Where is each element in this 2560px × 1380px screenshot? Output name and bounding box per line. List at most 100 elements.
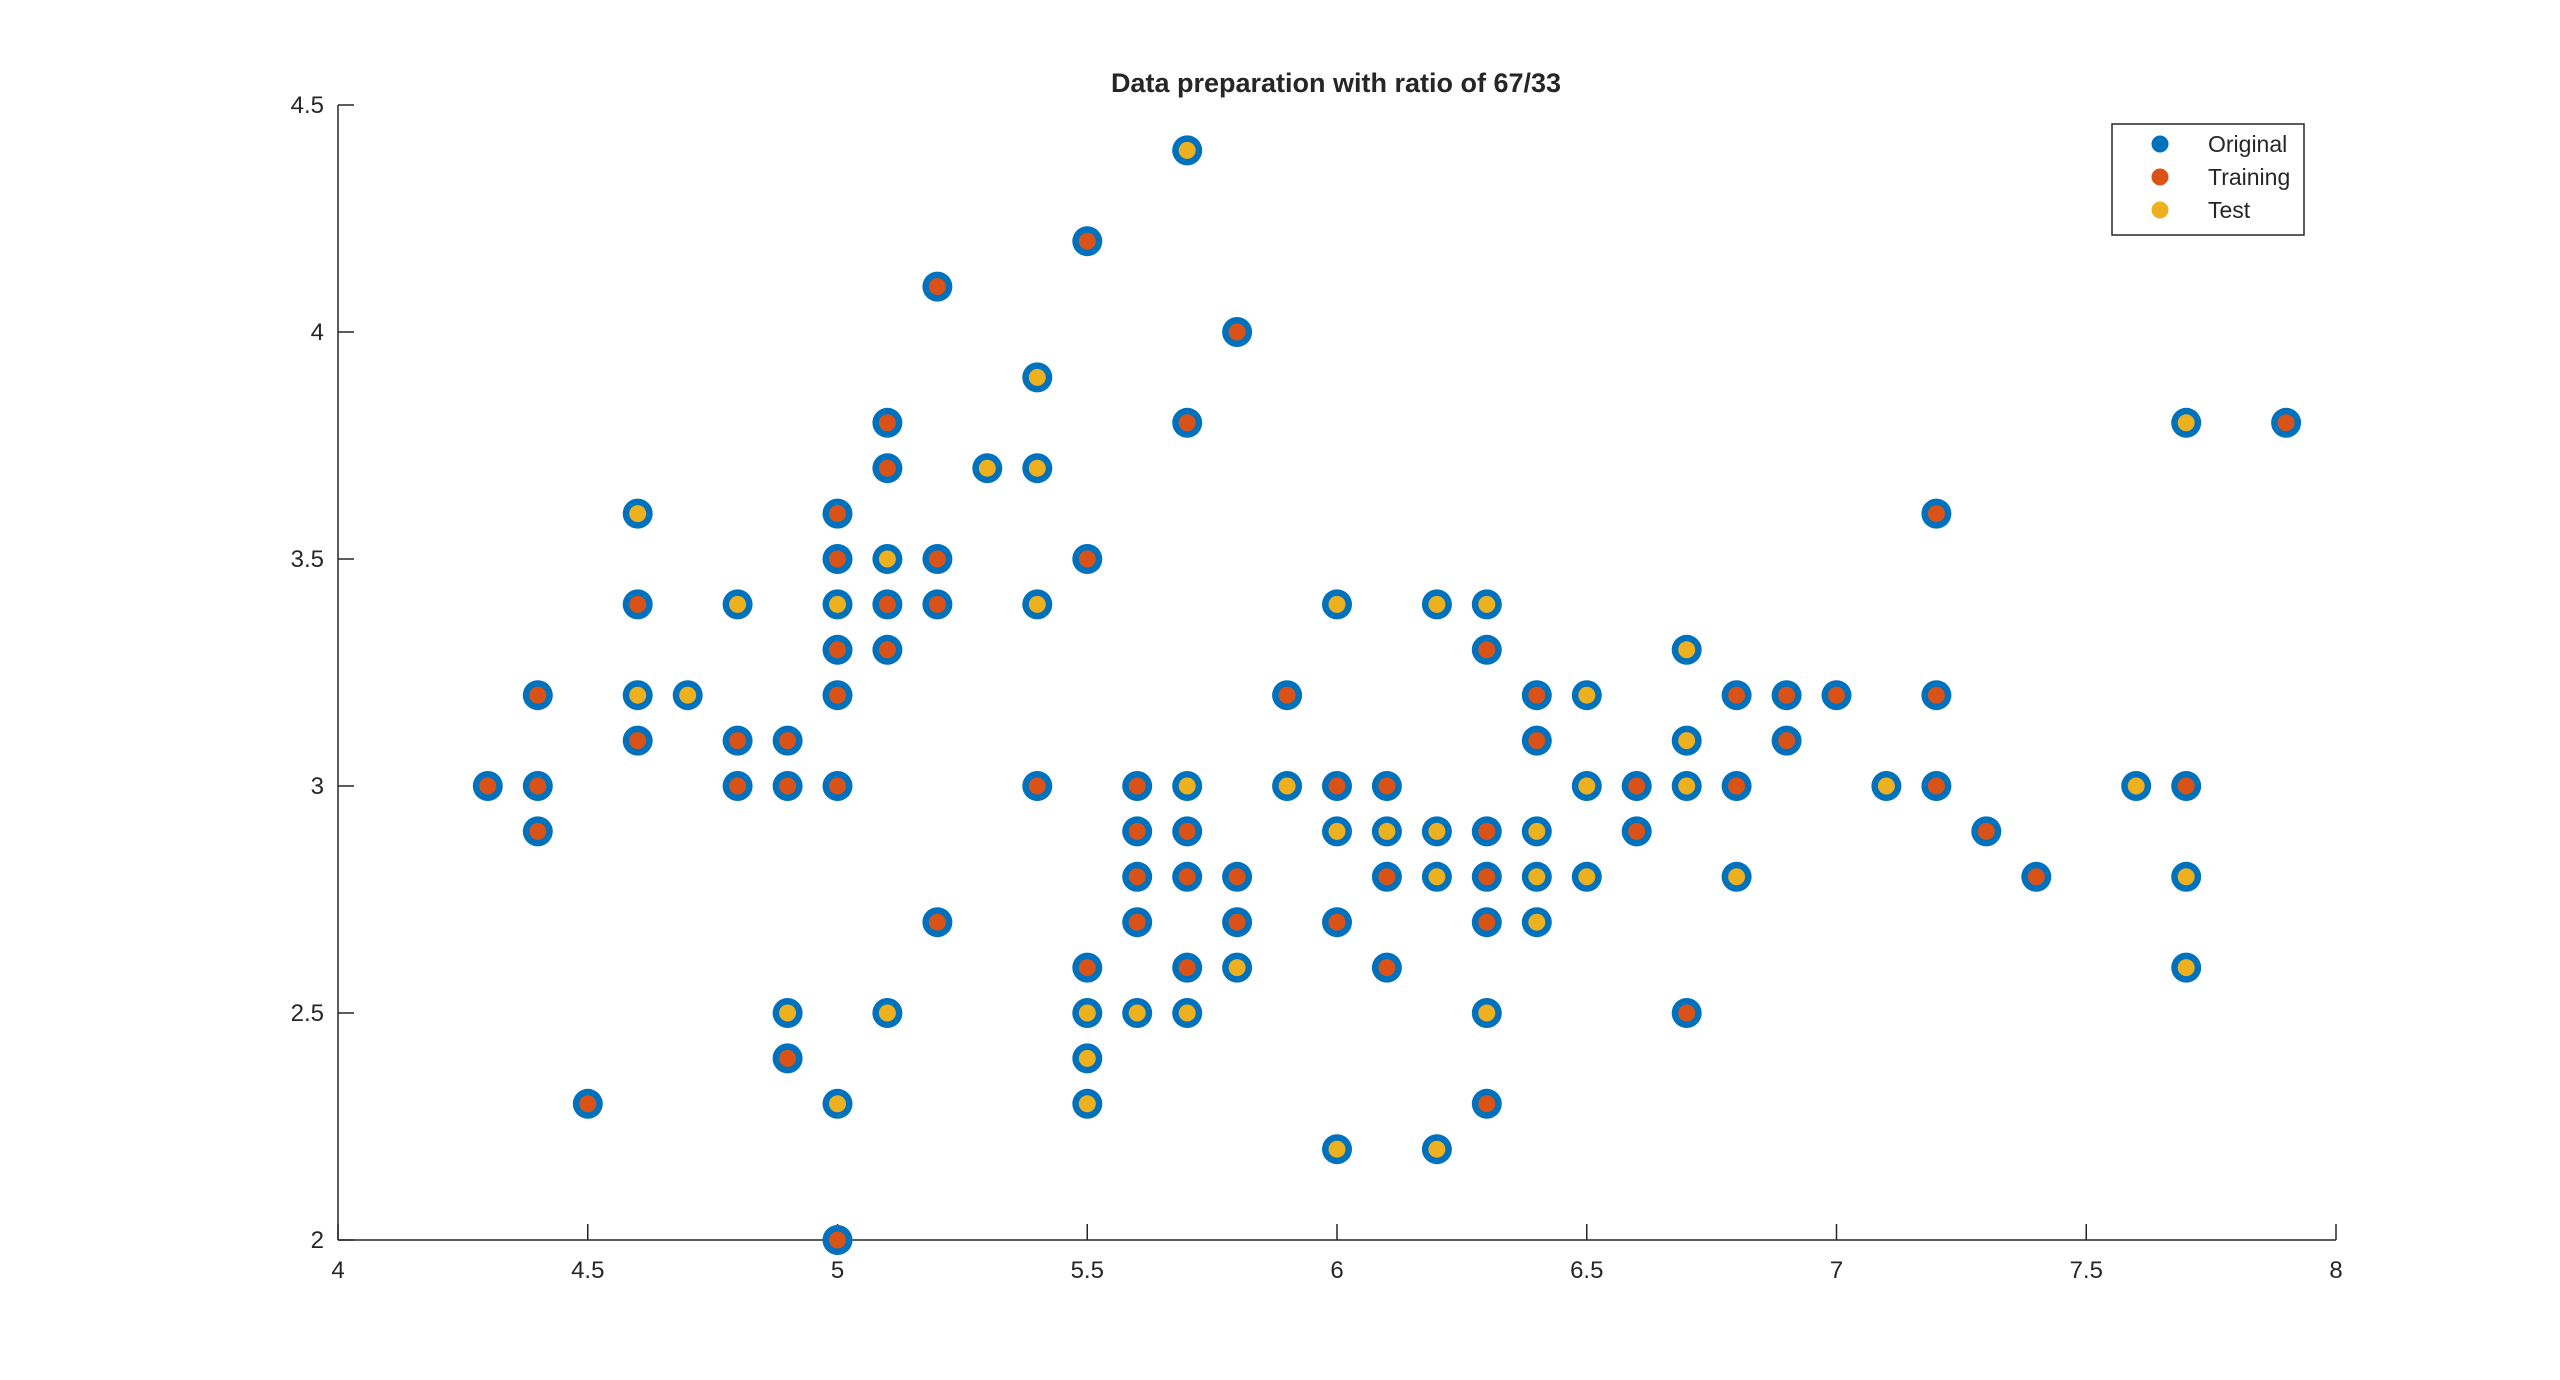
data-point-test [1478, 1004, 1496, 1022]
data-point-training [1028, 777, 1046, 795]
data-point-test [1678, 641, 1696, 659]
data-point-test [629, 686, 647, 704]
data-point-test [1578, 777, 1596, 795]
data-point-test [1028, 595, 1046, 613]
data-point-training [779, 777, 797, 795]
data-point-training [1078, 959, 1096, 977]
data-point-test [1877, 777, 1895, 795]
data-point-training [1228, 868, 1246, 886]
data-point-test [1428, 595, 1446, 613]
data-point-training [629, 595, 647, 613]
data-point-training [1678, 1004, 1696, 1022]
x-tick-label: 6.5 [1570, 1257, 1603, 1284]
data-point-training [1328, 913, 1346, 931]
data-point-training [729, 777, 747, 795]
data-point-test [1028, 368, 1046, 386]
data-point-training [579, 1095, 597, 1113]
data-point-training [2027, 868, 2045, 886]
data-point-test [1578, 686, 1596, 704]
data-point-training [1977, 822, 1995, 840]
data-point-training [2277, 414, 2295, 432]
data-point-training [928, 595, 946, 613]
data-point-training [1178, 868, 1196, 886]
data-point-training [928, 913, 946, 931]
data-point-training [1927, 686, 1945, 704]
data-point-training [529, 822, 547, 840]
data-point-test [1478, 595, 1496, 613]
axes: 4 4.5 5 5.5 6 6.5 7 7.5 8 2 2.5 3 3.5 4 4.5 [291, 92, 2343, 1284]
data-point-test [1228, 959, 1246, 977]
data-point-training [779, 732, 797, 750]
data-point-test [1278, 777, 1296, 795]
chart-title: Data preparation with ratio of 67/33 [1111, 68, 1561, 98]
x-tick-label: 5.5 [1071, 1257, 1104, 1284]
data-point-test [2127, 777, 2145, 795]
x-tick-label: 5 [831, 1257, 844, 1284]
data-point-training [1178, 959, 1196, 977]
data-point-test [1428, 822, 1446, 840]
data-point-test [1328, 1140, 1346, 1158]
data-point-test [1078, 1049, 1096, 1067]
data-point-test [2177, 414, 2195, 432]
data-point-test [729, 595, 747, 613]
legend-label-training: Training [2208, 164, 2290, 190]
data-point-training [1328, 777, 1346, 795]
data-point-training [1478, 641, 1496, 659]
data-point-training [529, 686, 547, 704]
data-point-training [1478, 913, 1496, 931]
data-point-training [829, 686, 846, 704]
data-point-test [629, 505, 647, 523]
data-point-training [928, 278, 946, 296]
data-point-training [1828, 686, 1845, 704]
data-point-test [2177, 959, 2195, 977]
y-tick-label: 3.5 [291, 546, 324, 573]
data-point-test [1678, 777, 1696, 795]
data-point-training [1228, 913, 1246, 931]
data-point-training [1378, 959, 1396, 977]
data-point-training [1078, 550, 1096, 568]
data-point-training [1128, 913, 1146, 931]
data-point-training [878, 414, 896, 432]
data-point-test [1028, 459, 1046, 477]
x-tick-label: 7.5 [2070, 1257, 2103, 1284]
data-point-training [1228, 323, 1246, 341]
data-point-test [1178, 141, 1196, 159]
data-point-test [829, 595, 846, 613]
x-tick-label: 7 [1830, 1257, 1843, 1284]
legend-box [2111, 123, 2305, 236]
data-point-training [829, 505, 846, 523]
data-point-training [1927, 777, 1945, 795]
data-point-training [1478, 868, 1496, 886]
legend[interactable]: Original Training Test [2111, 123, 2305, 236]
x-tick-label: 6 [1330, 1257, 1343, 1284]
data-point-training [1528, 732, 1546, 750]
y-tick-label: 2 [311, 1227, 324, 1254]
y-tick-label: 4 [311, 319, 324, 346]
data-point-test [878, 1004, 896, 1022]
y-tick-label: 3 [311, 773, 324, 800]
data-point-test [1528, 868, 1546, 886]
data-point-test [1078, 1095, 1096, 1113]
x-tick-label: 4 [331, 1257, 344, 1284]
y-tick-label: 4.5 [291, 92, 324, 119]
data-point-training [1628, 822, 1646, 840]
data-point-training [878, 459, 896, 477]
data-point-test [779, 1004, 797, 1022]
data-point-training [1478, 1095, 1496, 1113]
data-point-training [529, 777, 547, 795]
data-point-training [928, 550, 946, 568]
y-tick-label: 2.5 [291, 1000, 324, 1027]
data-point-test [1328, 595, 1346, 613]
data-point-training [1628, 777, 1646, 795]
data-point-test [1128, 1004, 1146, 1022]
data-point-test [1078, 1004, 1096, 1022]
data-point-training [2177, 777, 2195, 795]
data-point-training [729, 732, 747, 750]
data-point-test [1328, 822, 1346, 840]
data-point-test [1728, 868, 1746, 886]
data-point-training [1078, 232, 1096, 250]
data-point-test [679, 686, 697, 704]
data-point-test [829, 1095, 846, 1113]
x-tick-label: 4.5 [571, 1257, 604, 1284]
